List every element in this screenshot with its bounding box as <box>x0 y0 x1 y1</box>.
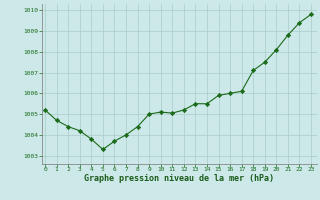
X-axis label: Graphe pression niveau de la mer (hPa): Graphe pression niveau de la mer (hPa) <box>84 174 274 183</box>
